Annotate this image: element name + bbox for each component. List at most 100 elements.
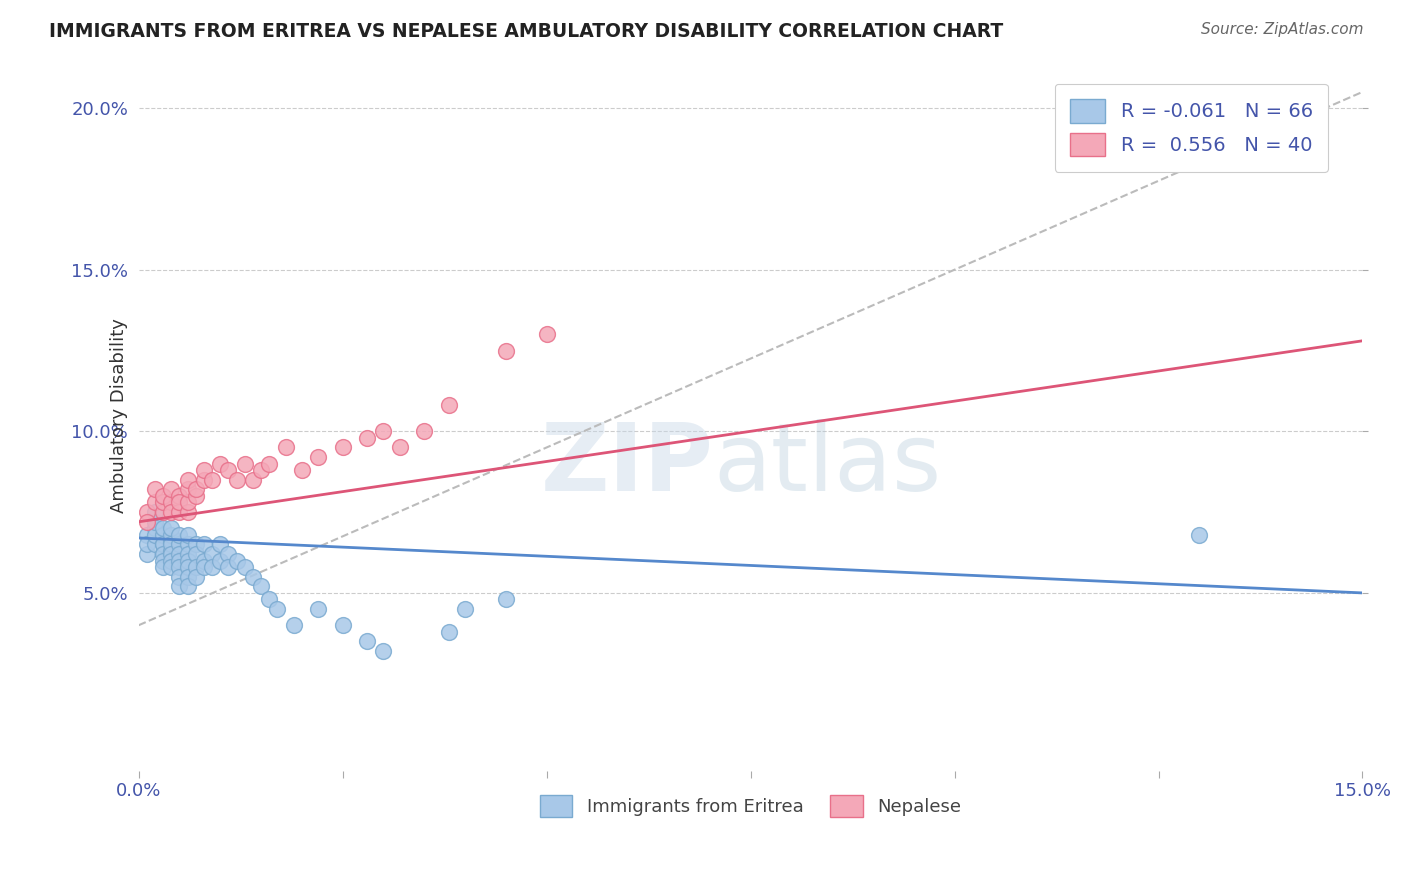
Point — [152, 495, 174, 509]
Point — [169, 537, 191, 551]
Point — [143, 515, 166, 529]
Point — [193, 473, 215, 487]
Point — [152, 537, 174, 551]
Point — [160, 495, 183, 509]
Point — [233, 560, 256, 574]
Point — [201, 560, 224, 574]
Point — [217, 547, 239, 561]
Point — [152, 489, 174, 503]
Point — [283, 618, 305, 632]
Point — [169, 570, 191, 584]
Point — [217, 463, 239, 477]
Point — [266, 602, 288, 616]
Point — [160, 505, 183, 519]
Point — [135, 537, 157, 551]
Point — [274, 441, 297, 455]
Point — [169, 547, 191, 561]
Point — [176, 560, 198, 574]
Point — [373, 644, 395, 658]
Point — [242, 473, 264, 487]
Point — [152, 553, 174, 567]
Point — [176, 553, 198, 567]
Point — [169, 489, 191, 503]
Text: ZIP: ZIP — [541, 419, 714, 511]
Point — [143, 495, 166, 509]
Point — [454, 602, 477, 616]
Point — [160, 544, 183, 558]
Point — [291, 463, 314, 477]
Point — [160, 527, 183, 541]
Point — [176, 537, 198, 551]
Point — [160, 521, 183, 535]
Point — [160, 483, 183, 497]
Point — [143, 505, 166, 519]
Point — [169, 560, 191, 574]
Point — [209, 457, 232, 471]
Point — [143, 537, 166, 551]
Point — [250, 463, 273, 477]
Point — [135, 505, 157, 519]
Point — [160, 534, 183, 549]
Point — [495, 343, 517, 358]
Point — [307, 450, 329, 465]
Point — [193, 537, 215, 551]
Point — [143, 527, 166, 541]
Point — [257, 592, 280, 607]
Y-axis label: Ambulatory Disability: Ambulatory Disability — [110, 318, 128, 513]
Point — [152, 521, 174, 535]
Point — [176, 483, 198, 497]
Point — [193, 553, 215, 567]
Point — [176, 547, 198, 561]
Text: Source: ZipAtlas.com: Source: ZipAtlas.com — [1201, 22, 1364, 37]
Point — [152, 527, 174, 541]
Point — [160, 537, 183, 551]
Point — [135, 515, 157, 529]
Point — [169, 505, 191, 519]
Point — [184, 489, 207, 503]
Point — [160, 560, 183, 574]
Point — [201, 473, 224, 487]
Text: atlas: atlas — [714, 419, 942, 511]
Point — [209, 553, 232, 567]
Point — [437, 624, 460, 639]
Point — [495, 592, 517, 607]
Point — [209, 537, 232, 551]
Point — [152, 537, 174, 551]
Point — [169, 553, 191, 567]
Point — [160, 553, 183, 567]
Point — [332, 441, 354, 455]
Point — [1188, 527, 1211, 541]
Point — [135, 527, 157, 541]
Point — [152, 547, 174, 561]
Point — [143, 521, 166, 535]
Point — [169, 579, 191, 593]
Point — [217, 560, 239, 574]
Point — [233, 457, 256, 471]
Point — [184, 547, 207, 561]
Point — [143, 483, 166, 497]
Point — [250, 579, 273, 593]
Legend: Immigrants from Eritrea, Nepalese: Immigrants from Eritrea, Nepalese — [530, 786, 970, 826]
Point — [184, 537, 207, 551]
Point — [413, 425, 436, 439]
Point — [356, 431, 378, 445]
Point — [160, 547, 183, 561]
Point — [184, 570, 207, 584]
Point — [225, 473, 247, 487]
Point — [193, 463, 215, 477]
Point — [152, 560, 174, 574]
Point — [176, 579, 198, 593]
Point — [225, 553, 247, 567]
Point — [176, 527, 198, 541]
Point — [307, 602, 329, 616]
Point — [184, 560, 207, 574]
Point — [356, 634, 378, 648]
Point — [176, 495, 198, 509]
Point — [169, 495, 191, 509]
Point — [388, 441, 411, 455]
Point — [176, 570, 198, 584]
Point — [176, 473, 198, 487]
Point — [169, 527, 191, 541]
Point — [152, 505, 174, 519]
Point — [176, 505, 198, 519]
